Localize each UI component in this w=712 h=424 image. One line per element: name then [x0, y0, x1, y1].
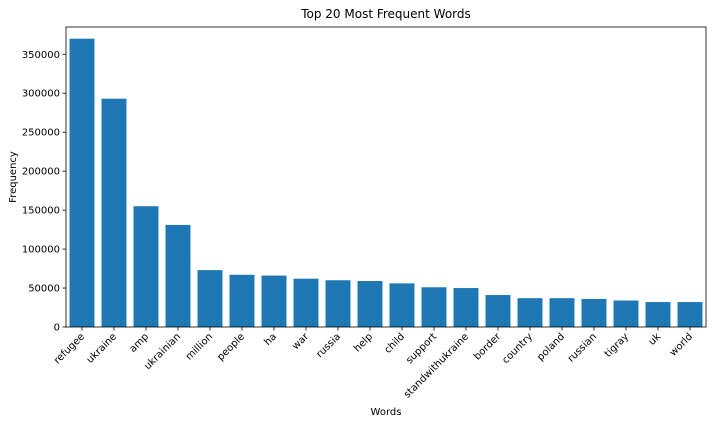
chart-title: Top 20 Most Frequent Words — [300, 7, 471, 21]
bar-standwithukraine — [453, 288, 479, 327]
bar-country — [517, 298, 543, 327]
bar-poland — [549, 298, 575, 327]
x-tick-label: refugee — [52, 331, 87, 366]
bar-world — [677, 302, 703, 327]
bar-ukrainian — [165, 224, 191, 327]
bar-refugee — [69, 38, 95, 327]
y-tick-label: 350000 — [22, 50, 60, 61]
x-tick-label: war — [290, 331, 311, 352]
x-tick-label: people — [215, 331, 247, 363]
x-tick-label: border — [472, 331, 504, 363]
x-tick-label: amp — [128, 331, 151, 354]
bar-child — [389, 283, 415, 327]
bar-amp — [133, 206, 159, 327]
x-tick-label: standwithukraine — [402, 331, 471, 400]
bar-ukraine — [101, 98, 127, 327]
x-tick-label: russian — [566, 331, 599, 364]
y-tick-label: 0 — [54, 323, 60, 334]
bar-support — [421, 287, 447, 327]
x-tick-label: russia — [314, 331, 343, 360]
bar-uk — [645, 302, 671, 327]
bar-russian — [581, 298, 607, 327]
bar-border — [485, 295, 511, 327]
y-axis-ticks: 0 50000 100000 150000 200000 250000 300000 3500… — [22, 50, 66, 334]
y-tick-label: 250000 — [22, 128, 60, 139]
x-tick-label: uk — [647, 331, 664, 348]
bar-help — [357, 281, 383, 327]
y-tick-label: 50000 — [28, 284, 60, 295]
x-tick-label: child — [383, 331, 408, 356]
bars-group — [69, 38, 703, 327]
x-tick-label: ukraine — [85, 331, 119, 365]
x-tick-label: tigray — [603, 331, 631, 359]
bar-million — [197, 270, 223, 327]
y-tick-label: 200000 — [22, 167, 60, 178]
bar-war — [293, 278, 319, 327]
bar-tigray — [613, 300, 639, 327]
x-tick-label: country — [500, 331, 535, 366]
x-tick-label: million — [184, 331, 215, 362]
y-axis-title: Frequency — [8, 151, 19, 203]
y-tick-label: 300000 — [22, 89, 60, 100]
bar-russia — [325, 280, 351, 327]
x-tick-label: world — [668, 331, 695, 358]
bar-ha — [261, 275, 287, 327]
x-tick-label: poland — [535, 331, 567, 363]
y-tick-label: 150000 — [22, 206, 60, 217]
plot-frame — [65, 26, 707, 328]
x-tick-label: ha — [263, 331, 280, 348]
bar-people — [229, 274, 255, 327]
x-tick-label: help — [352, 331, 375, 354]
y-tick-label: 100000 — [22, 245, 60, 256]
x-axis-title: Words — [371, 407, 402, 418]
